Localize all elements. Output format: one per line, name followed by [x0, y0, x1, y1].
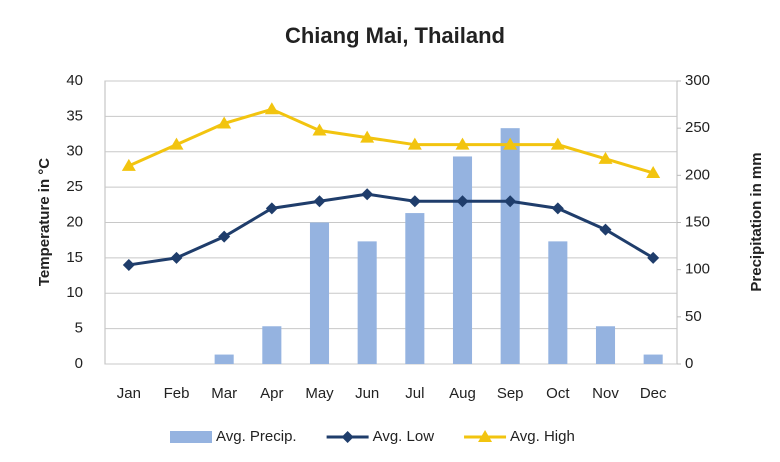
marker: [361, 188, 374, 201]
y-tick-label: 15: [66, 249, 83, 266]
y-axis-title: Temperature in °C: [36, 158, 53, 286]
y-tick-label: 10: [66, 284, 83, 301]
marker: [550, 137, 565, 150]
y2-tick-label: 50: [685, 308, 702, 325]
x-tick-label: Oct: [546, 385, 570, 402]
marker: [408, 195, 421, 208]
y2-tick-label: 300: [685, 72, 710, 89]
x-tick-label: Jan: [117, 385, 141, 402]
marker: [121, 158, 136, 171]
bar: [452, 156, 473, 364]
x-tick-label: Jul: [405, 385, 424, 402]
bar: [309, 222, 330, 364]
marker: [647, 251, 660, 264]
marker: [598, 151, 613, 164]
bar: [214, 354, 234, 364]
y-tick-label: 20: [66, 213, 83, 230]
marker: [217, 116, 232, 129]
legend-swatch: [170, 431, 212, 443]
marker: [456, 195, 469, 208]
marker: [599, 223, 612, 236]
x-tick-label: Aug: [449, 385, 476, 402]
bar: [500, 128, 520, 364]
line: [128, 192, 654, 267]
bar: [643, 354, 663, 364]
x-tick-label: Mar: [211, 385, 237, 402]
marker: [504, 195, 517, 208]
y-tick-label: 40: [66, 72, 83, 89]
bar: [548, 241, 568, 364]
y2-tick-label: 200: [685, 166, 710, 183]
y2-tick-label: 0: [685, 355, 693, 372]
legend-label: Avg. Low: [373, 428, 435, 445]
marker: [265, 202, 278, 215]
x-tick-label: Feb: [164, 385, 190, 402]
x-tick-label: Jun: [355, 385, 379, 402]
marker: [312, 123, 327, 136]
marker: [503, 137, 518, 150]
marker: [646, 165, 661, 178]
y2-tick-label: 150: [685, 213, 710, 230]
x-tick-label: Dec: [640, 385, 667, 402]
marker: [264, 102, 279, 115]
marker: [313, 195, 326, 208]
legend-label: Avg. High: [510, 428, 575, 445]
line: [128, 107, 654, 175]
y-tick-label: 35: [66, 107, 83, 124]
x-tick-label: Nov: [592, 385, 619, 402]
legend-marker: [478, 430, 493, 442]
x-tick-label: Sep: [497, 385, 524, 402]
marker: [218, 230, 231, 243]
marker: [360, 130, 375, 143]
y2-tick-label: 250: [685, 119, 710, 136]
legend-marker: [341, 431, 354, 443]
bar: [595, 326, 616, 364]
bar: [357, 241, 377, 364]
bar: [405, 213, 425, 364]
x-tick-label: Apr: [260, 385, 283, 402]
y-tick-label: 5: [75, 320, 83, 337]
bar: [262, 326, 282, 364]
y2-tick-label: 100: [685, 261, 710, 278]
marker: [122, 258, 135, 271]
x-tick-label: May: [305, 385, 334, 402]
marker: [407, 137, 422, 150]
y-tick-label: 0: [75, 355, 83, 372]
marker: [170, 251, 183, 264]
y-tick-label: 30: [66, 143, 83, 160]
marker: [169, 137, 184, 150]
y-tick-label: 25: [66, 178, 83, 195]
legend-label: Avg. Precip.: [216, 428, 297, 445]
marker: [551, 202, 564, 215]
chart-title: Chiang Mai, Thailand: [285, 23, 505, 48]
y2-axis-title: Precipitation in mm: [748, 152, 765, 291]
marker: [455, 137, 470, 150]
